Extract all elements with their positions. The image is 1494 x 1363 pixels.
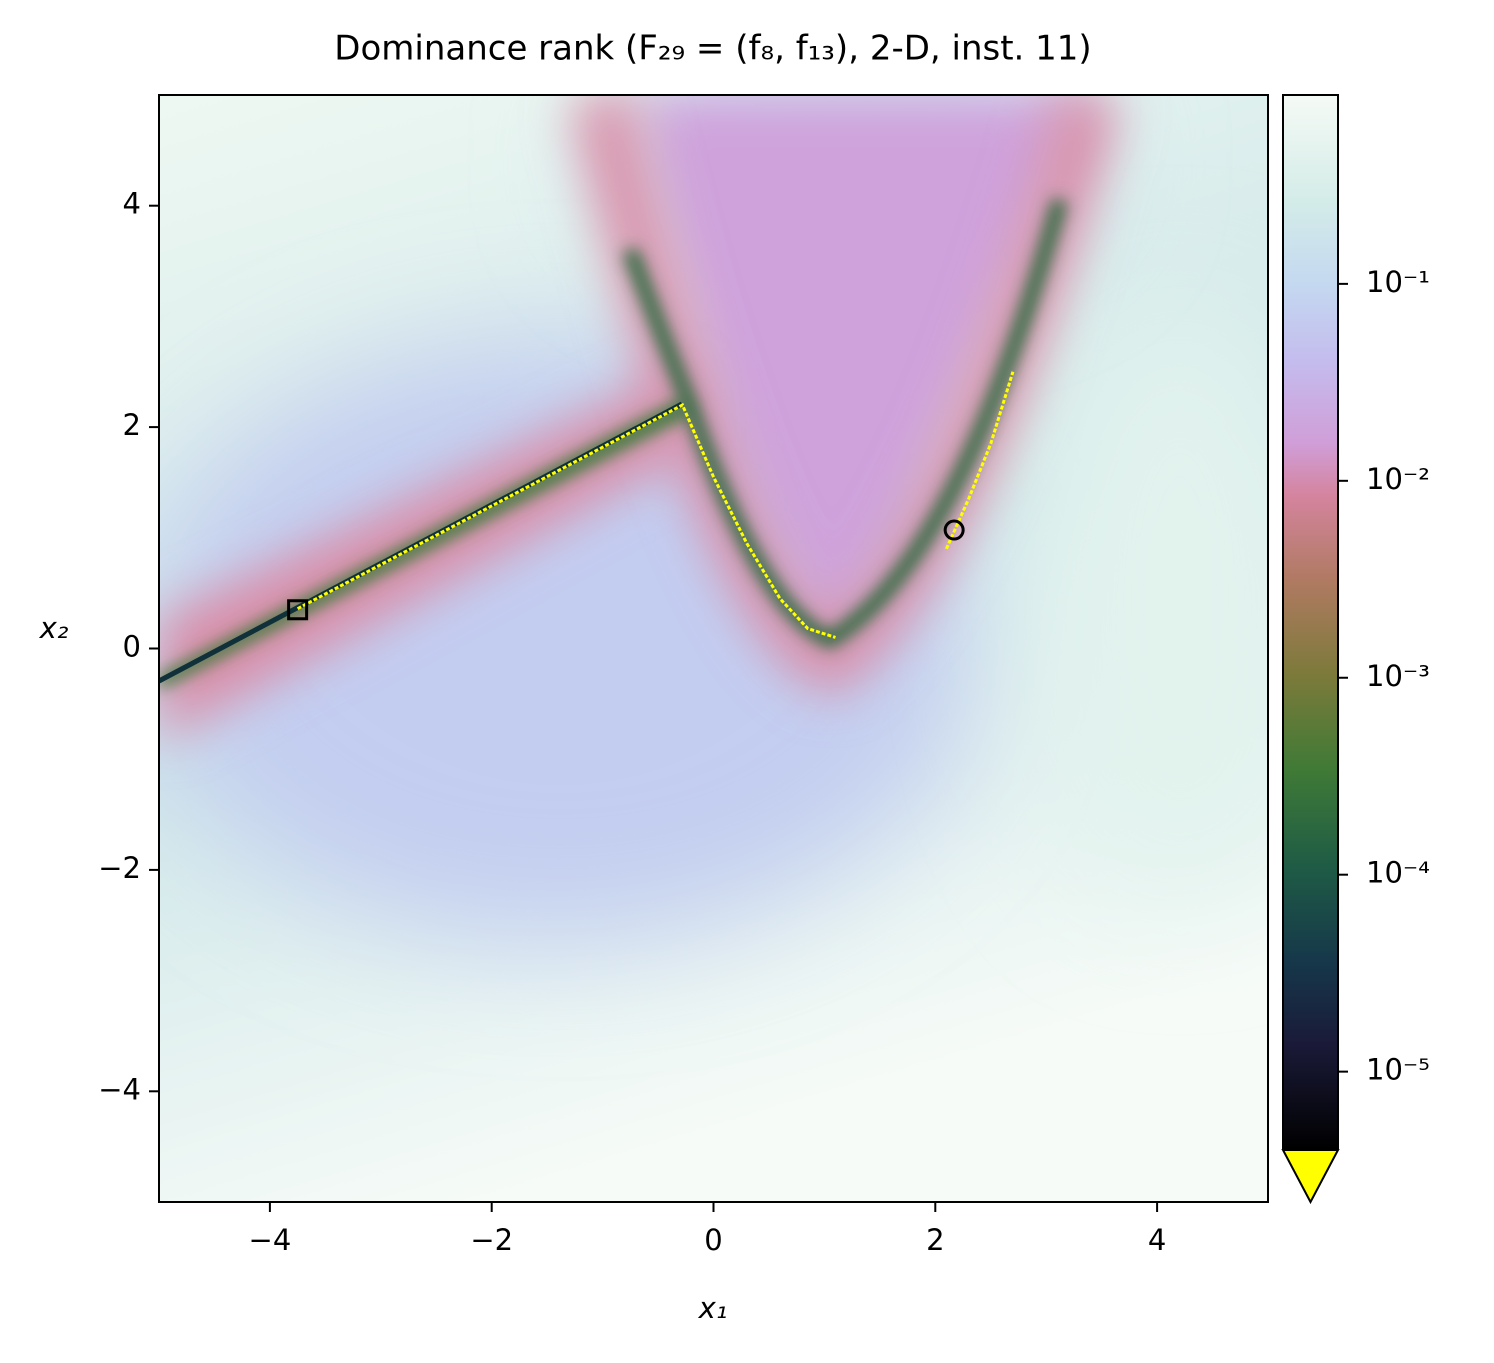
- y-tick-label: 0: [123, 630, 141, 664]
- x-tick-label: −2: [470, 1223, 513, 1257]
- x-axis-label: x₁: [698, 1291, 728, 1325]
- colorbar: [1283, 95, 1338, 1150]
- y-tick-label: 4: [123, 187, 141, 221]
- y-tick-label: 2: [123, 408, 141, 442]
- colorbar-tick-label: 10⁻⁵: [1366, 1053, 1430, 1087]
- marker-square: [287, 599, 309, 621]
- colorbar-tick-label: 10⁻³: [1366, 659, 1430, 693]
- colorbar-extend: [1281, 1149, 1340, 1205]
- colorbar-tick-label: 10⁻¹: [1366, 265, 1430, 299]
- y-tick-label: −2: [98, 851, 141, 885]
- x-tick-label: −4: [249, 1223, 292, 1257]
- pareto-line: [945, 371, 1015, 550]
- pareto-line: [296, 402, 836, 639]
- chart-title: Dominance rank (F₂₉ = (f₈, f₁₃), 2-D, in…: [334, 29, 1091, 69]
- x-tick-label: 2: [926, 1223, 944, 1257]
- marker-circle: [943, 519, 965, 541]
- colorbar-frame: [1282, 94, 1339, 1150]
- heatmap: [159, 95, 1268, 1202]
- x-tick-label: 0: [704, 1223, 722, 1257]
- y-tick-label: −4: [98, 1072, 141, 1106]
- colorbar-tick-label: 10⁻²: [1366, 462, 1430, 496]
- x-tick-label: 4: [1148, 1223, 1166, 1257]
- y-axis-label: x₂: [39, 611, 69, 645]
- colorbar-tick-label: 10⁻⁴: [1366, 856, 1430, 890]
